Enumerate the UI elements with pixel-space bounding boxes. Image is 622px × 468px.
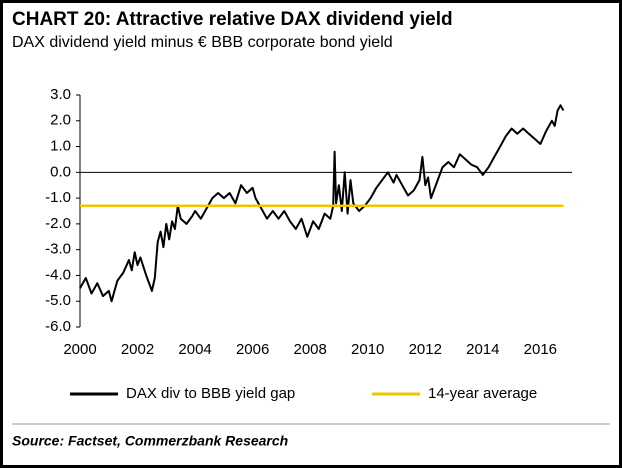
y-tick-label: 2.0 [50,112,71,129]
x-tick-label: 2004 [178,341,211,358]
x-tick-label: 2002 [121,341,154,358]
chart-subtitle: DAX dividend yield minus € BBB corporate… [12,34,393,51]
y-tick-label: -4.0 [45,266,71,283]
y-tick-label: -1.0 [45,189,71,206]
y-tick-label: -2.0 [45,215,71,232]
legend-label: DAX div to BBB yield gap [126,385,295,402]
y-tick-label: 1.0 [50,138,71,155]
x-tick-label: 2012 [409,341,442,358]
source: Source: Factset, Commerzbank Research [12,433,288,449]
x-tick-label: 2006 [236,341,269,358]
x-tick-label: 2016 [524,341,557,358]
y-tick-label: 0.0 [50,163,71,180]
x-tick-label: 2008 [293,341,326,358]
x-tick-label: 2014 [466,341,499,358]
y-tick-label: -5.0 [45,292,71,309]
x-tick-label: 2000 [63,341,96,358]
y-tick-label: 3.0 [50,86,71,103]
series-line [79,104,565,303]
legend-label: 14-year average [428,385,537,402]
y-tick-label: -3.0 [45,241,71,258]
y-tick-label: -6.0 [45,318,71,335]
chart-title: CHART 20: Attractive relative DAX divide… [12,9,453,30]
x-tick-label: 2010 [351,341,384,358]
